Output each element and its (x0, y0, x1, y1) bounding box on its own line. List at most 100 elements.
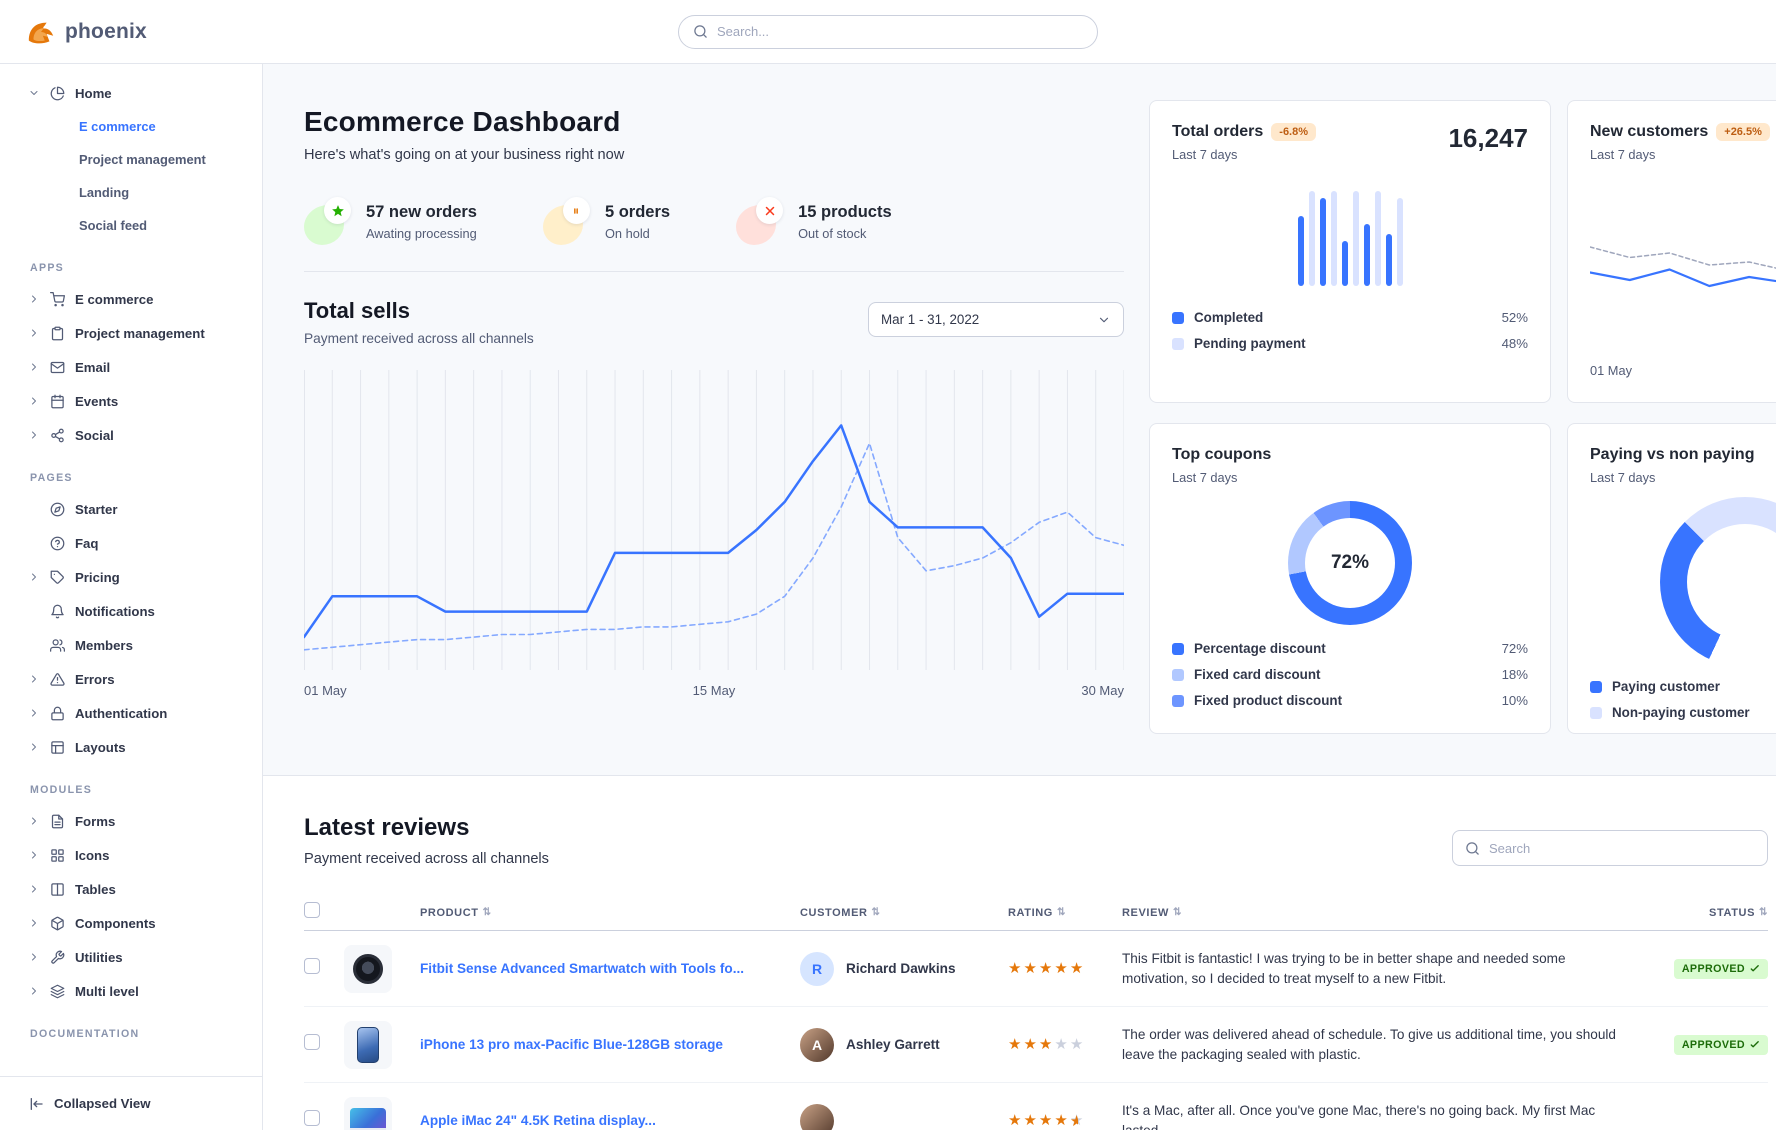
pie-chart-icon (50, 86, 66, 101)
stat-icon-blob (736, 197, 784, 245)
sidebar-item-pricing[interactable]: Pricing (0, 560, 262, 594)
product-image[interactable] (344, 1096, 392, 1130)
sidebar-item-label: E commerce (75, 291, 154, 307)
sidebar-item-label: Starter (75, 501, 118, 517)
sidebar-item-label: Faq (75, 535, 99, 551)
sidebar-item-notifications[interactable]: Notifications (0, 594, 262, 628)
sidebar-item-home[interactable]: Home (0, 76, 262, 110)
total-orders-title: Total orders (1172, 123, 1264, 140)
collapsed-view-toggle[interactable]: Collapsed View (0, 1076, 262, 1130)
sidebar-subitem-landing[interactable]: Landing (79, 185, 130, 200)
layers-icon (50, 984, 66, 999)
new-customers-period: Last 7 days (1590, 147, 1656, 162)
row-checkbox[interactable] (304, 958, 320, 974)
column-header-product[interactable]: PRODUCT ⇅ (420, 906, 492, 919)
total-orders-badge: -6.8% (1271, 123, 1317, 141)
rating-cell: ★★★★★★ (1008, 1111, 1122, 1130)
legend-swatch (1172, 694, 1184, 707)
alert-triangle-icon (50, 672, 66, 687)
sidebar-item-members[interactable]: Members (0, 628, 262, 662)
chevron-right-icon (28, 429, 41, 441)
brand-name: phoenix (65, 19, 147, 43)
sidebar-item-label: Members (75, 637, 133, 653)
sidebar-item-icons[interactable]: Icons (0, 838, 262, 872)
row-checkbox[interactable] (304, 1034, 320, 1050)
new-customers-x-label: 01 May (1590, 363, 1632, 378)
sidebar-item-faq[interactable]: Faq (0, 526, 262, 560)
sidebar-item-events[interactable]: Events (0, 384, 262, 418)
checkbox-cell (304, 1110, 344, 1130)
x-icon (756, 197, 784, 224)
total-orders-period: Last 7 days (1172, 147, 1238, 162)
row-checkbox[interactable] (304, 1110, 320, 1126)
column-header-status[interactable]: STATUS ⇅ (1709, 906, 1768, 919)
sidebar-item-starter[interactable]: Starter (0, 492, 262, 526)
sidebar-item-social[interactable]: Social (0, 418, 262, 452)
sidebar-item-components[interactable]: Components (0, 906, 262, 940)
clipboard-icon (50, 326, 66, 341)
sidebar-item-errors[interactable]: Errors (0, 662, 262, 696)
product-image[interactable] (344, 944, 392, 993)
check-icon (1749, 1039, 1760, 1050)
sidebar-item-tables[interactable]: Tables (0, 872, 262, 906)
sidebar-subitem-social-feed[interactable]: Social feed (79, 218, 148, 233)
column-header-review[interactable]: REVIEW ⇅ (1122, 906, 1182, 919)
checkbox-cell (304, 958, 344, 979)
bar-pending (1308, 191, 1315, 286)
sidebar-item-e-commerce[interactable]: E commerce (0, 282, 262, 316)
package-icon (50, 916, 66, 931)
sidebar: Home E commerce Project management Landing S… (0, 64, 263, 1130)
legend-value: 72% (1501, 641, 1528, 656)
paying-period: Last 7 days (1590, 470, 1656, 485)
sidebar-item-authentication[interactable]: Authentication (0, 696, 262, 730)
x-label: 30 May (1081, 683, 1124, 698)
sidebar-item-label: Authentication (75, 705, 168, 721)
avatar[interactable]: R (800, 951, 834, 986)
top-coupons-title: Top coupons (1172, 446, 1272, 463)
select-all-checkbox[interactable] (304, 902, 320, 918)
sidebar-subitem-project-management[interactable]: Project management (79, 152, 206, 167)
product-image[interactable] (344, 1020, 392, 1069)
avatar[interactable]: A (800, 1027, 834, 1062)
chevron-right-icon (28, 815, 41, 827)
sidebar-item-multi-level[interactable]: Multi level (0, 974, 262, 1008)
checkbox-cell (304, 1034, 344, 1055)
product-link[interactable]: Fitbit Sense Advanced Smartwatch with To… (420, 961, 745, 976)
product-cell: Apple iMac 24" 4.5K Retina display... (420, 1113, 800, 1128)
product-cell: Fitbit Sense Advanced Smartwatch with To… (420, 961, 800, 976)
table-row: Fitbit Sense Advanced Smartwatch with To… (304, 931, 1768, 1007)
chevron-right-icon (28, 951, 41, 963)
column-header-rating[interactable]: RATING ⇅ (1008, 906, 1066, 919)
column-header-customer[interactable]: CUSTOMER ⇅ (800, 906, 881, 919)
brand-logo[interactable]: phoenix (26, 17, 147, 47)
donut-center-label: 72% (1330, 552, 1370, 573)
sidebar-item-label: Tables (75, 881, 116, 897)
sidebar-subitem-e-commerce[interactable]: E commerce (79, 119, 156, 134)
phoenix-logo-icon (26, 17, 56, 47)
share-2-icon (50, 428, 66, 443)
reviews-search-input[interactable] (1489, 840, 1755, 856)
pause-icon (562, 197, 590, 224)
sidebar-item-utilities[interactable]: Utilities (0, 940, 262, 974)
date-range-select[interactable]: Mar 1 - 31, 2022 (868, 302, 1124, 337)
legend-value: 48% (1501, 336, 1528, 351)
product-link[interactable]: Apple iMac 24" 4.5K Retina display... (420, 1113, 656, 1128)
collapsed-view-label: Collapsed View (54, 1096, 151, 1111)
legend-value: 10% (1501, 693, 1528, 708)
reviews-search[interactable] (1452, 830, 1768, 866)
header-search[interactable] (678, 14, 1098, 49)
bar-completed (1385, 234, 1392, 286)
sidebar-item-forms[interactable]: Forms (0, 804, 262, 838)
thumb-cell (344, 1020, 420, 1069)
sidebar-item-layouts[interactable]: Layouts (0, 730, 262, 764)
header-search-input[interactable] (717, 24, 1083, 39)
sidebar-item-project-management[interactable]: Project management (0, 316, 262, 350)
sidebar-item-label: Utilities (75, 949, 123, 965)
sidebar-item-email[interactable]: Email (0, 350, 262, 384)
rating-stars: ★★★★★ (1008, 1036, 1086, 1053)
stat-57-new-orders: 57 new orders Awating processing (304, 197, 477, 245)
top-coupons-legend: Percentage discount 72% Fixed card discoun… (1172, 641, 1528, 708)
product-link[interactable]: iPhone 13 pro max-Pacific Blue-128GB sto… (420, 1037, 723, 1052)
layout-icon (50, 740, 66, 755)
avatar[interactable] (800, 1103, 834, 1130)
